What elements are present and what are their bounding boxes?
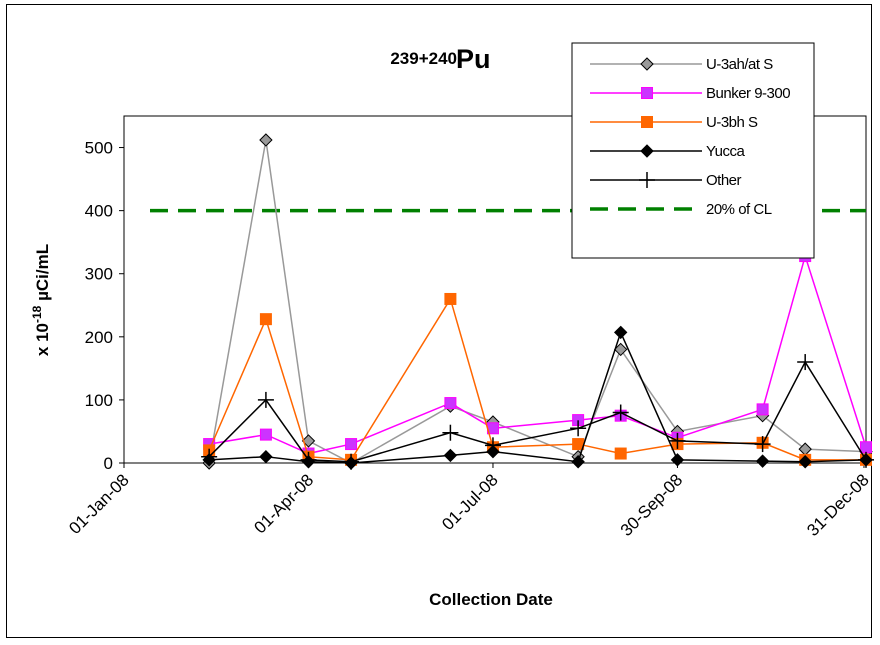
data-point-bunker-9-300	[444, 397, 457, 410]
series-line-u-3ah-at-s	[208, 139, 867, 464]
legend-item-u-3ah-at-s: U-3ah/at S	[590, 56, 774, 73]
legend-label: Yucca	[706, 143, 746, 160]
data-point-other	[669, 432, 686, 449]
x-tick-label: 01-Jan-08	[65, 470, 133, 538]
x-tick-label: 30-Sep-08	[617, 470, 687, 540]
legend-item-yucca: Yucca	[590, 143, 746, 160]
series-layer	[201, 133, 874, 470]
legend-label: Bunker 9-300	[706, 85, 790, 102]
data-point-bunker-9-300	[756, 403, 769, 416]
x-tick-label: 01-Jul-08	[438, 470, 502, 534]
data-point-other	[300, 451, 317, 468]
x-axis: 01-Jan-08 01-Apr-08 01-Jul-08 30-Sep-08 31-D…	[65, 463, 873, 540]
legend-item-other: Other	[590, 172, 742, 189]
legend-label: Other	[706, 172, 742, 189]
x-axis-title: Collection Date	[429, 590, 553, 609]
data-point-yucca	[670, 453, 685, 467]
chart-title-superscript: 239+240	[390, 49, 457, 68]
data-point-bunker-9-300	[345, 438, 358, 451]
data-point-u-3bh-s	[614, 447, 627, 460]
y-tick-label: 300	[85, 265, 113, 284]
y-axis-title-prefix: x 10	[33, 323, 52, 356]
legend-label: U-3ah/at S	[706, 56, 773, 73]
legend-marker	[640, 57, 654, 71]
data-point-u-3bh-s	[259, 313, 272, 326]
y-axis-title: x 10-18 µCi/mL	[30, 244, 52, 356]
chart-title: 239+240 Pu	[390, 44, 490, 74]
data-point-yucca	[571, 455, 585, 469]
y-axis-title-unit: µCi/mL	[33, 244, 52, 306]
series-other	[201, 354, 874, 470]
legend-item-20-of-cl: 20% of CL	[590, 201, 772, 218]
data-point-u-3ah-at-s	[259, 133, 273, 147]
chart-title-main: Pu	[456, 44, 491, 74]
data-point-yucca	[443, 448, 458, 463]
legend-marker	[639, 172, 655, 188]
data-point-yucca	[613, 325, 628, 340]
x-tick-label: 01-Apr-08	[250, 470, 317, 537]
data-point-other	[858, 451, 874, 468]
data-point-u-3ah-at-s	[613, 342, 628, 357]
data-point-other	[797, 354, 814, 371]
series-line-yucca	[209, 330, 867, 464]
legend-label: U-3bh S	[706, 114, 758, 131]
data-point-bunker-9-300	[860, 441, 872, 454]
series-line-other	[208, 360, 867, 463]
data-point-yucca	[755, 454, 770, 468]
y-axis-title-exponent: -18	[30, 305, 44, 323]
legend: U-3ah/at S Bunker 9-300 U-3bh S Yucca Other 2…	[571, 42, 815, 259]
data-point-other	[484, 437, 501, 454]
data-point-u-3ah-at-s	[301, 434, 316, 448]
x-tick-label: 31-Dec-08	[803, 470, 873, 540]
svg-text:239+240: 239+240	[390, 49, 457, 68]
legend-item-u-3bh-s: U-3bh S	[590, 114, 759, 131]
data-point-other	[343, 453, 360, 470]
data-point-other	[442, 424, 459, 441]
data-point-other	[257, 391, 274, 408]
y-axis: 0 100 200 300 400 500	[85, 139, 124, 473]
legend-label: 20% of CL	[706, 201, 772, 218]
legend-marker	[641, 116, 653, 128]
data-point-other	[612, 404, 629, 421]
data-point-bunker-9-300	[259, 428, 272, 441]
legend-marker	[641, 87, 653, 99]
y-tick-label: 400	[85, 202, 113, 221]
data-point-yucca	[798, 455, 812, 469]
y-tick-label: 500	[85, 139, 113, 158]
data-point-other	[570, 420, 587, 437]
series-line-u-3bh-s	[208, 297, 866, 461]
data-point-other	[754, 436, 771, 453]
y-tick-label: 100	[85, 391, 113, 410]
data-point-yucca	[259, 449, 273, 464]
data-point-other	[201, 448, 218, 465]
y-tick-label: 200	[85, 328, 113, 347]
data-point-u-3bh-s	[444, 292, 457, 305]
legend-item-bunker-9-300: Bunker 9-300	[590, 85, 791, 102]
legend-marker	[640, 144, 654, 158]
y-tick-label: 0	[104, 454, 113, 473]
